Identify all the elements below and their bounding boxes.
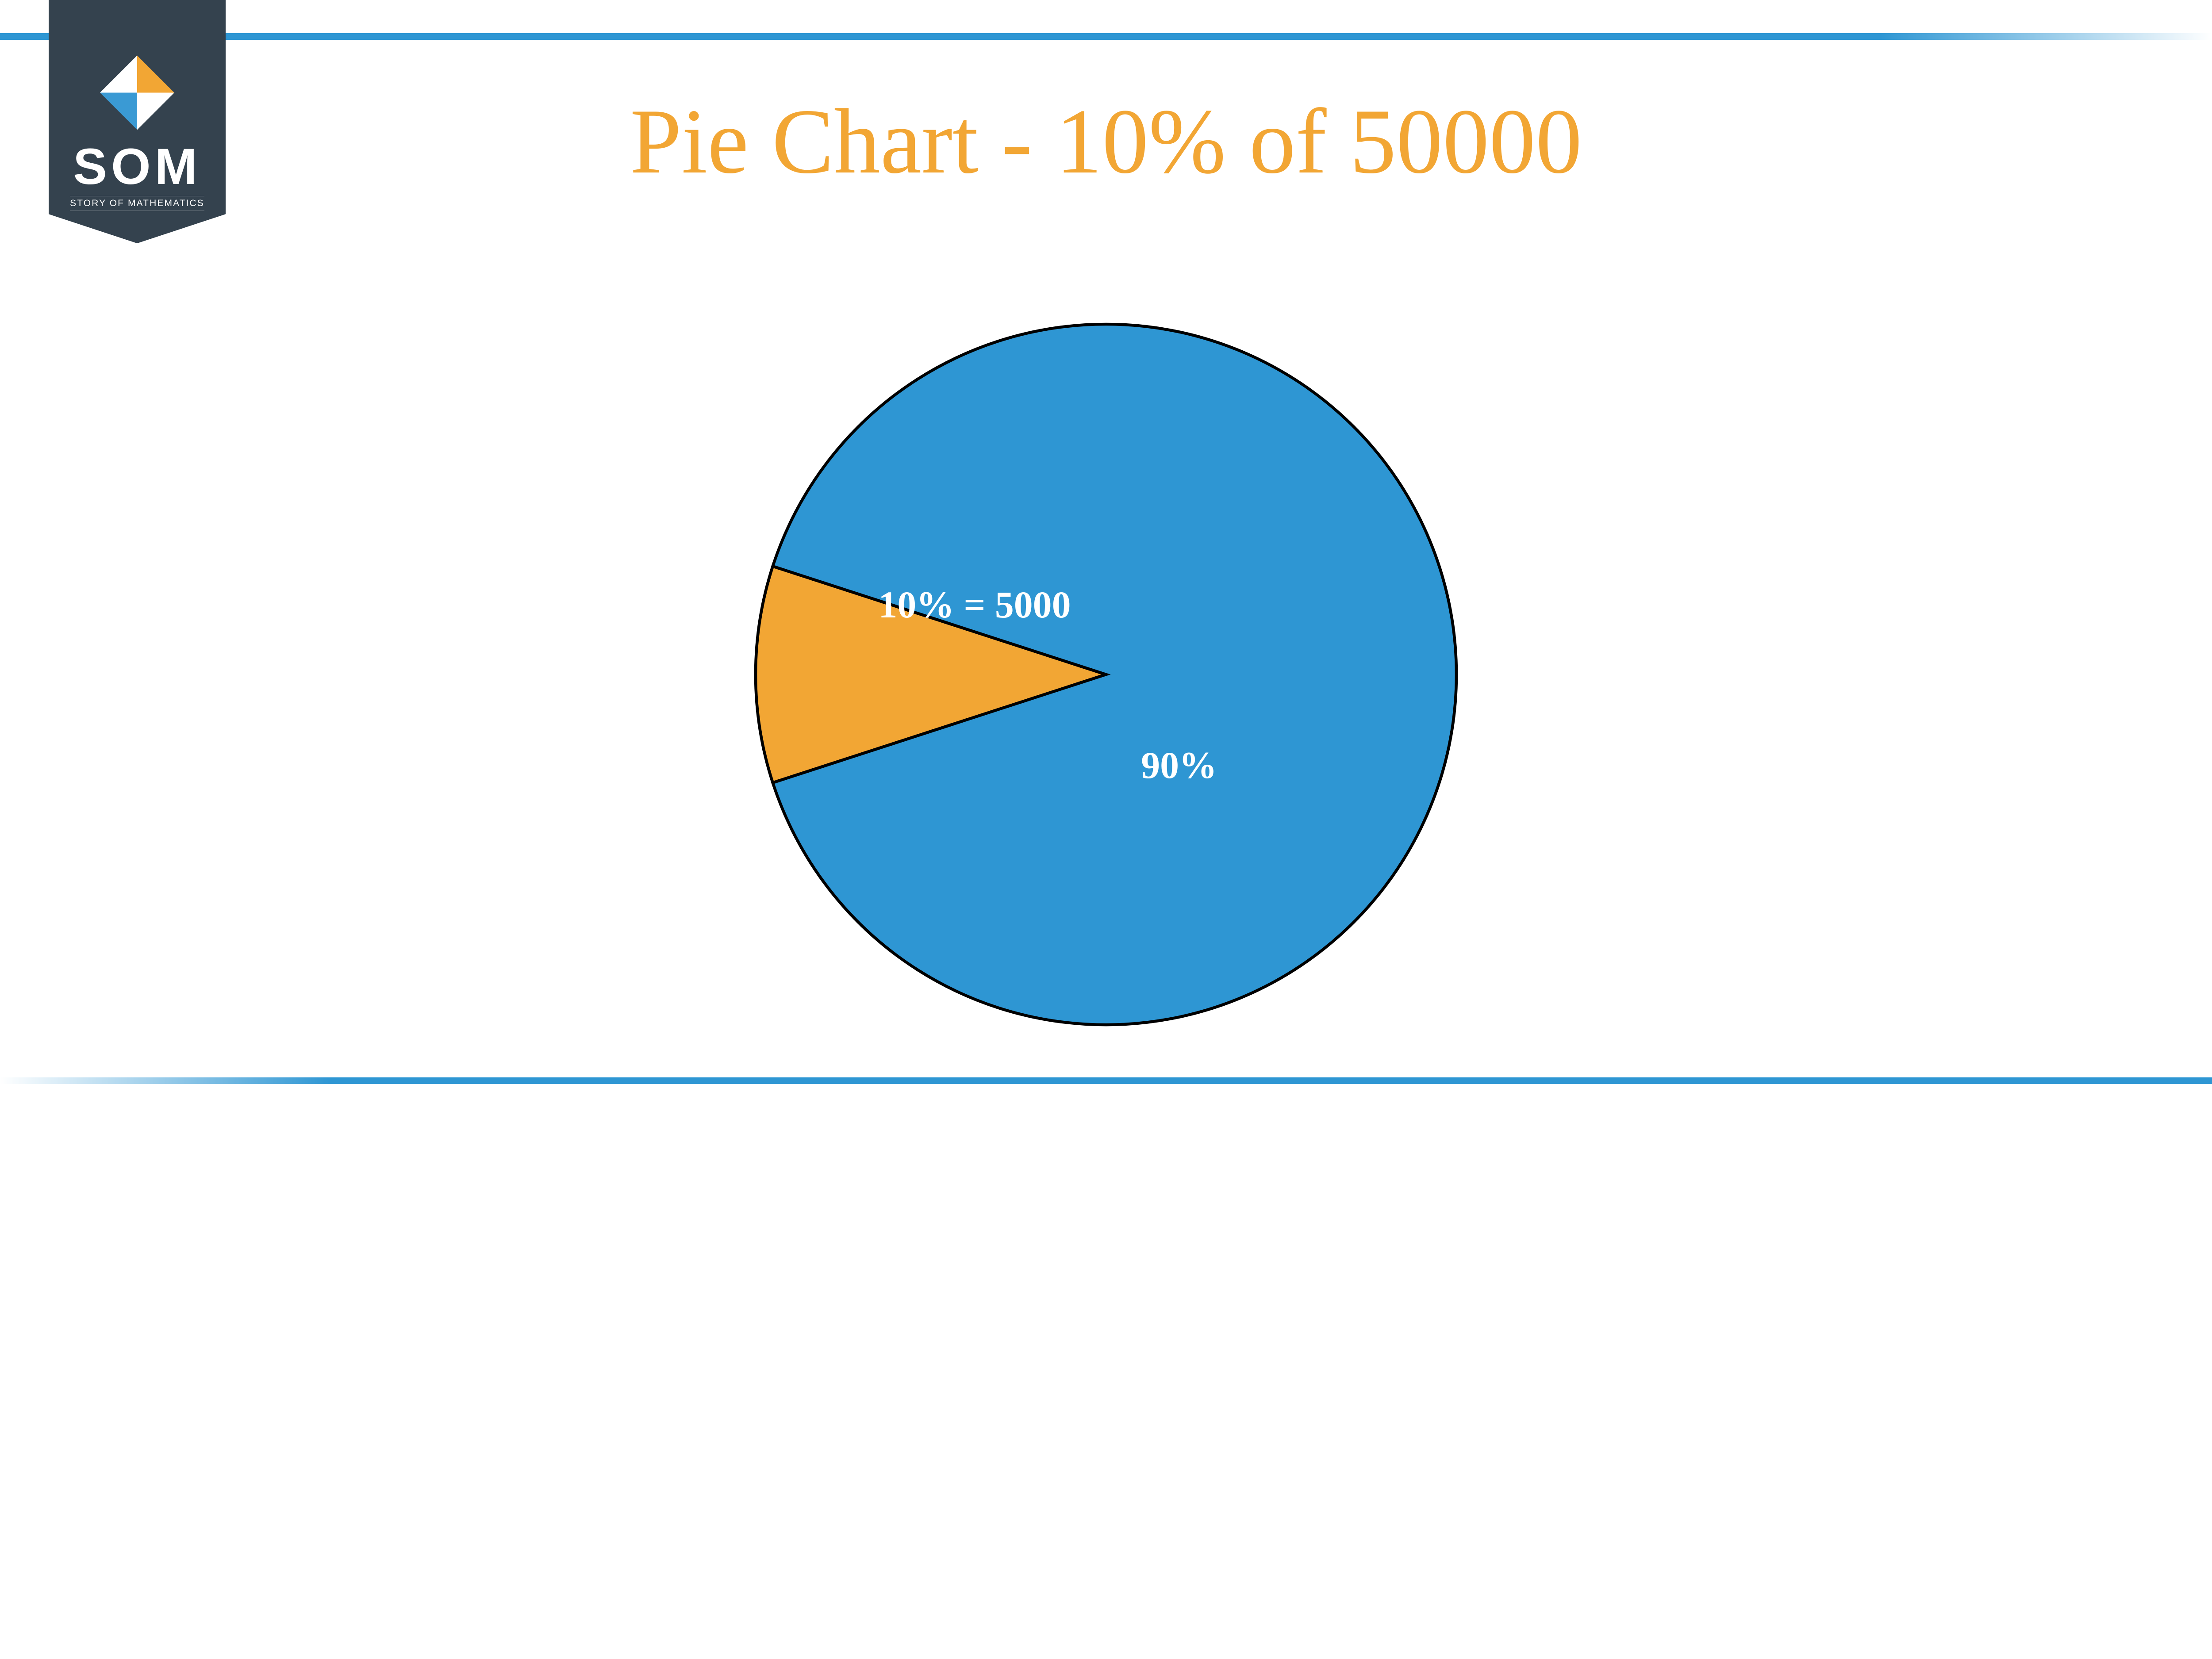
top-border-bar — [0, 33, 2212, 40]
logo-brand-main: SOM — [73, 142, 201, 192]
logo-badge: SOM STORY OF MATHEMATICS — [49, 0, 226, 243]
logo-tri-1 — [137, 56, 174, 93]
logo-tri-4 — [137, 93, 174, 130]
pie-chart: 10% = 5000 90% — [741, 310, 1471, 1042]
pie-slice-label-0: 10% = 5000 — [879, 584, 1071, 626]
logo-icon — [100, 54, 174, 131]
logo-brand-sub: STORY OF MATHEMATICS — [70, 196, 204, 211]
logo-tri-3 — [100, 93, 137, 130]
bottom-border-bar — [0, 1077, 2212, 1084]
logo-tri-2 — [100, 56, 137, 93]
chart-title: Pie Chart - 10% of 50000 — [630, 88, 1582, 195]
pie-slice-label-1: 90% — [1141, 744, 1217, 786]
chart-container: SOM STORY OF MATHEMATICS Pie Chart - 10%… — [0, 0, 2212, 1106]
